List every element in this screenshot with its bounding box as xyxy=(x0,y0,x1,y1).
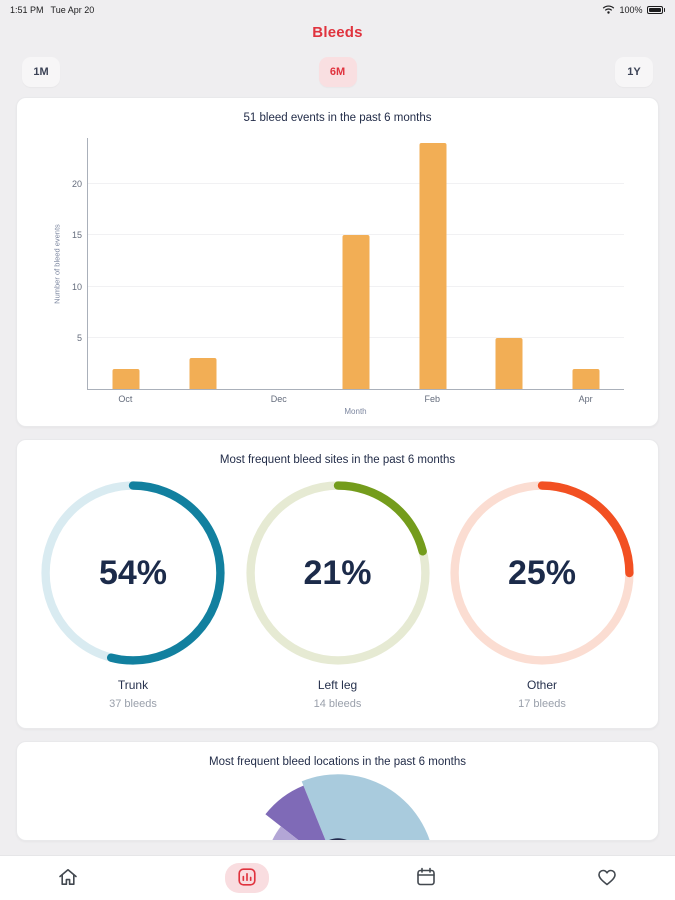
bar-feb xyxy=(419,143,447,389)
battery-icon xyxy=(646,6,663,14)
range-1m-button[interactable]: 1M xyxy=(22,57,60,87)
page-title: Bleeds xyxy=(312,24,363,41)
gridline xyxy=(88,234,624,236)
donut-count: 37 bleeds xyxy=(109,698,157,710)
donut-count: 14 bleeds xyxy=(313,698,362,710)
bar-jan xyxy=(342,235,370,389)
tab-bleeds-chart[interactable] xyxy=(225,863,269,893)
y-tick-label: 10 xyxy=(71,281,82,292)
y-tick-label: 5 xyxy=(76,332,82,343)
status-bar-left: 1:51 PM Tue Apr 20 xyxy=(10,5,101,15)
y-tick-label: 15 xyxy=(71,230,82,241)
bleed-sites-card: Most frequent bleed sites in the past 6 … xyxy=(16,439,659,729)
donut-label: Trunk xyxy=(117,678,149,692)
bar-chart-plot: 5 10 15 20 xyxy=(72,138,624,390)
donut-row: 54% Trunk 37 bleeds 21% Left leg 14 bleeds 25%… xyxy=(27,480,648,710)
x-tick-label: Oct xyxy=(118,394,133,404)
x-tick-label: Feb xyxy=(424,394,440,404)
body-map-graphic: + xyxy=(35,772,640,841)
donut-label: Other xyxy=(526,678,557,692)
header: Bleeds xyxy=(0,16,675,41)
status-bar-right: 100% xyxy=(602,4,665,16)
bleed-events-card: 51 bleed events in the past 6 months Num… xyxy=(16,97,659,427)
battery-nub xyxy=(663,8,665,12)
body-map-segment-1[interactable] xyxy=(264,785,338,841)
x-axis-labels: Oct Dec Feb Apr xyxy=(87,390,624,406)
status-bar: 1:51 PM Tue Apr 20 100% xyxy=(0,0,675,16)
bar-apr xyxy=(572,368,600,389)
y-axis-label: Number of bleed events xyxy=(52,224,62,304)
body-map-segment-0[interactable] xyxy=(301,774,434,841)
bar-mar xyxy=(495,337,523,389)
bar-chart-icon xyxy=(236,866,258,891)
home-icon xyxy=(56,865,80,892)
donut-count: 17 bleeds xyxy=(518,698,566,710)
donut-left-leg: 21% Left leg 14 bleeds xyxy=(238,480,438,710)
tab-calendar[interactable] xyxy=(402,862,450,894)
battery-percent: 100% xyxy=(619,5,643,15)
tab-favorites[interactable] xyxy=(583,862,631,894)
donut-percent: 21% xyxy=(303,553,372,592)
x-tick-label: Apr xyxy=(578,394,593,404)
range-1y-button[interactable]: 1Y xyxy=(615,57,653,87)
bar-nov xyxy=(189,358,217,389)
range-selector: 1M 6M 1Y xyxy=(0,41,675,87)
donut-label: Left leg xyxy=(317,678,358,692)
bar-oct xyxy=(112,368,140,389)
map-card-title: Most frequent bleed locations in the pas… xyxy=(209,756,466,768)
y-tick-label: 20 xyxy=(71,179,82,190)
bar-chart-title: 51 bleed events in the past 6 months xyxy=(243,112,432,124)
heart-icon xyxy=(595,865,619,892)
tab-bar xyxy=(0,855,675,900)
body-map-segment-2[interactable] xyxy=(266,826,337,841)
calendar-icon xyxy=(414,865,438,892)
donut-card-title: Most frequent bleed sites in the past 6 … xyxy=(219,454,456,466)
gridline xyxy=(88,183,624,185)
status-time: 1:51 PM xyxy=(10,5,44,15)
range-6m-button[interactable]: 6M xyxy=(318,57,357,87)
body-map-center-button[interactable] xyxy=(314,838,361,841)
donut-percent: 25% xyxy=(507,553,577,592)
bleed-locations-card: Most frequent bleed locations in the pas… xyxy=(16,741,659,841)
donut-percent: 54% xyxy=(98,553,168,592)
status-date: Tue Apr 20 xyxy=(50,5,95,15)
donut-other: 25% Other 17 bleeds xyxy=(442,480,642,710)
x-tick-label: Dec xyxy=(270,394,287,404)
tab-home[interactable] xyxy=(44,862,92,894)
wifi-icon xyxy=(602,4,615,16)
x-axis-title: Month xyxy=(344,407,367,416)
donut-trunk: 54% Trunk 37 bleeds xyxy=(33,480,233,710)
bar-chart: Number of bleed events 5 10 15 20 xyxy=(35,138,640,390)
